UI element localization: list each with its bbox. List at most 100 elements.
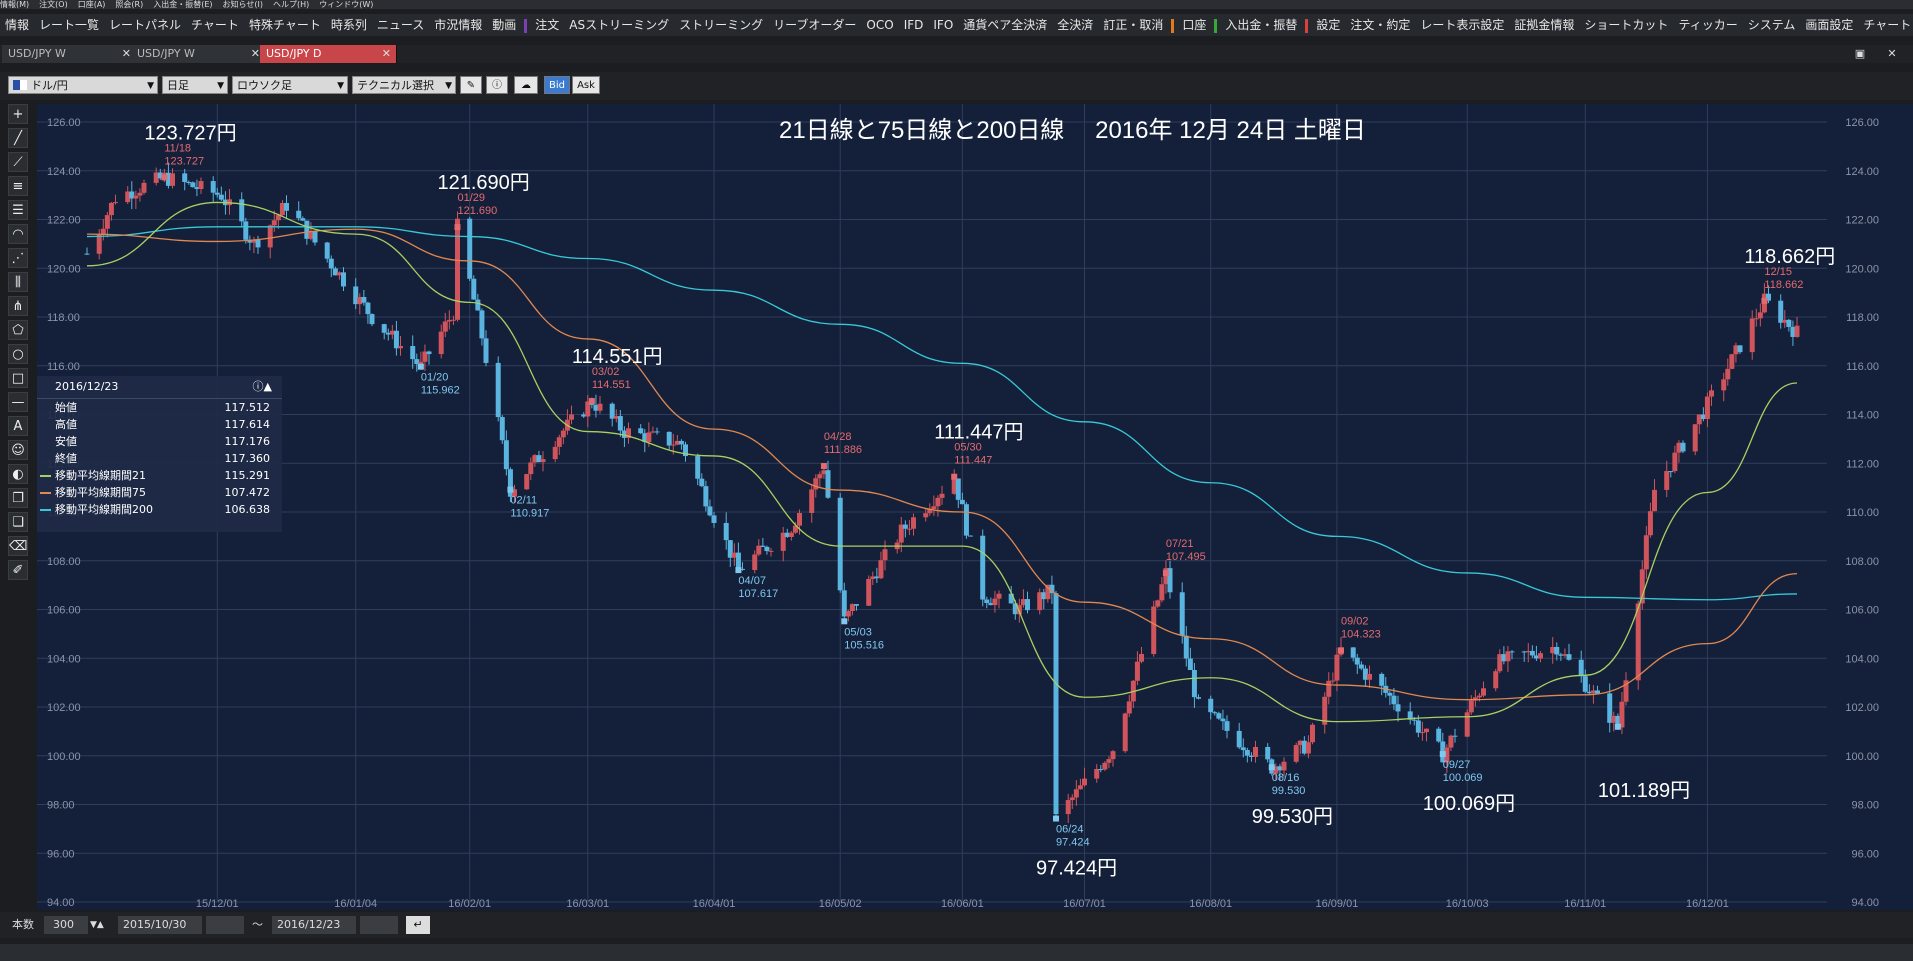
toolbar-button[interactable]: OCO (866, 18, 894, 32)
maximize-icon[interactable]: ▣ (1854, 47, 1866, 60)
price-chart[interactable]: 126.00 126.00 124.00 124.00 122.00 122.00 120.… (37, 104, 1913, 910)
toolbar-button[interactable]: 市況情報 (434, 18, 483, 32)
ruler-icon[interactable]: ⟋ (8, 152, 28, 172)
period-select[interactable]: 日足 ▼ (162, 76, 228, 94)
toolbar-button[interactable]: 注文 (535, 18, 560, 32)
icon-stamp-icon[interactable]: ☺ (8, 440, 28, 460)
candle-body (296, 210, 302, 219)
menu-item[interactable]: 照会(R) (115, 0, 144, 9)
text-icon[interactable]: A (8, 416, 28, 436)
close-icon[interactable]: ✕ (121, 47, 131, 60)
toolbar-button[interactable]: IFO (933, 18, 954, 32)
circle-icon[interactable]: ○ (8, 344, 28, 364)
from-time-input[interactable] (206, 916, 244, 934)
menu-item[interactable]: 情報(M) (0, 0, 30, 9)
toolbar-button[interactable]: 通貨ペア全決済 (963, 18, 1048, 32)
cloud-icon[interactable]: ☁ (514, 76, 538, 94)
to-time-input[interactable] (360, 916, 398, 934)
toolbar-button[interactable]: レート一覧 (39, 18, 100, 32)
eraser-icon[interactable]: ⌫ (8, 536, 28, 556)
extreme-marker (820, 463, 827, 470)
menu-item[interactable]: お知らせ(I) (222, 0, 263, 9)
info-collapse-icon[interactable]: ⓘ▲ (252, 380, 272, 393)
close-window-icon[interactable]: ✕ (1887, 47, 1897, 60)
line-tool-icon[interactable]: ╱ (8, 128, 28, 148)
toolbar-button[interactable]: IFD (903, 18, 924, 32)
toolbar-button[interactable]: 口座 (1182, 18, 1207, 32)
toolbar-button[interactable]: 時系列 (330, 18, 367, 32)
count-stepper[interactable]: ▼▲ (90, 920, 104, 930)
candle-body (1411, 719, 1417, 721)
toolbar-button[interactable]: ASストリーミング (569, 18, 670, 32)
magnet-icon[interactable]: ◐ (8, 464, 28, 484)
tab-usdjpy-w-2[interactable]: USD/JPY W ✕ (131, 45, 266, 63)
toolbar-button[interactable]: リーブオーダー (773, 18, 857, 32)
currency-pair-select[interactable]: ドル/円 ▼ (8, 76, 158, 94)
vertical-lines-icon[interactable]: ⫼ (8, 272, 28, 292)
toolbar-button[interactable]: 訂正・取消 (1103, 18, 1164, 32)
rectangle-icon[interactable]: □ (8, 368, 28, 388)
toolbar-button[interactable]: チャート (1863, 18, 1912, 32)
toolbar-button[interactable]: 全決済 (1057, 18, 1094, 32)
close-icon[interactable]: ✕ (250, 47, 260, 60)
channel-icon[interactable]: ☰ (8, 200, 28, 220)
toolbar-button[interactable]: レートパネル (109, 18, 182, 32)
candle-body (1505, 651, 1511, 662)
y-tick-label-left: 104.00 (47, 653, 81, 665)
eraser-all-icon[interactable]: ✐ (8, 560, 28, 580)
candle-body (1749, 318, 1755, 353)
to-date-input[interactable]: 2016/12/23 (272, 916, 356, 934)
technical-select[interactable]: テクニカル選択 ▼ (352, 76, 456, 94)
draw-pen-icon[interactable]: ✎ (460, 76, 482, 94)
toolbar-button[interactable]: システム (1747, 18, 1796, 32)
toolbar-button[interactable]: 動画 (492, 18, 517, 32)
crosshair-icon[interactable]: + (8, 104, 28, 124)
pitchfork-icon[interactable]: ⋔ (8, 296, 28, 316)
return-icon[interactable]: ↵ (406, 916, 430, 934)
copy-icon[interactable]: ❐ (8, 488, 28, 508)
toolbar-button[interactable]: レート表示設定 (1420, 18, 1505, 32)
bid-button[interactable]: Bid (544, 76, 570, 94)
tab-usdjpy-d[interactable]: USD/JPY D ✕ (260, 45, 397, 63)
fibonacci-arc-icon[interactable]: ◠ (8, 224, 28, 244)
hline-icon[interactable]: — (8, 392, 28, 412)
toolbar-button[interactable]: 証拠金情報 (1514, 18, 1575, 32)
candle-body (381, 324, 387, 333)
toolbar-button[interactable]: 特殊チャート (248, 18, 321, 32)
tab-label: USD/JPY D (266, 47, 322, 60)
layers-icon[interactable]: ❏ (8, 512, 28, 532)
ask-button[interactable]: Ask (572, 76, 600, 94)
toolbar-button[interactable]: 画面設定 (1805, 18, 1854, 32)
from-date-input[interactable]: 2015/10/30 (118, 916, 202, 934)
menu-item[interactable]: 入出金・振替(E) (153, 0, 213, 9)
chart-type-select[interactable]: ロウソク足 ▼ (232, 76, 348, 94)
candle-body (100, 228, 106, 234)
toolbar-button[interactable]: 設定 (1316, 18, 1341, 32)
info-icon[interactable]: ⓘ (486, 76, 508, 94)
toolbar-button[interactable]: ニュース (376, 18, 425, 32)
candle-body (1672, 452, 1678, 472)
toolbar-button[interactable]: 入出金・振替 (1225, 18, 1298, 32)
horizontal-lines-icon[interactable]: ≡ (8, 176, 28, 196)
fan-icon[interactable]: ⋰ (8, 248, 28, 268)
menu-item[interactable]: 注文(O) (39, 0, 68, 9)
tab-usdjpy-w-1[interactable]: USD/JPY W ✕ (2, 45, 137, 63)
ohlc-info-panel: 2016/12/23 ⓘ▲ 始値 117.512 高値 117.614 安値 117.176… (37, 376, 282, 532)
toolbar-button[interactable]: ティッカー (1678, 18, 1738, 32)
polygon-icon[interactable]: ⬠ (8, 320, 28, 340)
toolbar-button[interactable]: ストリーミング (679, 18, 764, 32)
menu-item[interactable]: ヘルプ(H) (272, 0, 310, 9)
candle-body (980, 535, 986, 600)
menu-item[interactable]: ウィンドウ(W) (319, 0, 374, 9)
toolbar-button[interactable]: 注文・約定 (1350, 18, 1411, 32)
close-icon[interactable]: ✕ (381, 47, 391, 60)
count-input[interactable]: 300 (44, 916, 88, 934)
toolbar-button[interactable]: チャート (191, 18, 239, 32)
chart-area[interactable]: 126.00 126.00 124.00 124.00 122.00 122.00 120.… (37, 104, 1913, 910)
candle-body (1554, 646, 1560, 655)
toolbar-button[interactable]: ショートカット (1584, 18, 1669, 32)
candle-body (398, 345, 403, 349)
toolbar-button[interactable]: 情報 (5, 18, 30, 32)
menu-item[interactable]: 口座(A) (77, 0, 106, 9)
candle-body (1167, 568, 1173, 593)
